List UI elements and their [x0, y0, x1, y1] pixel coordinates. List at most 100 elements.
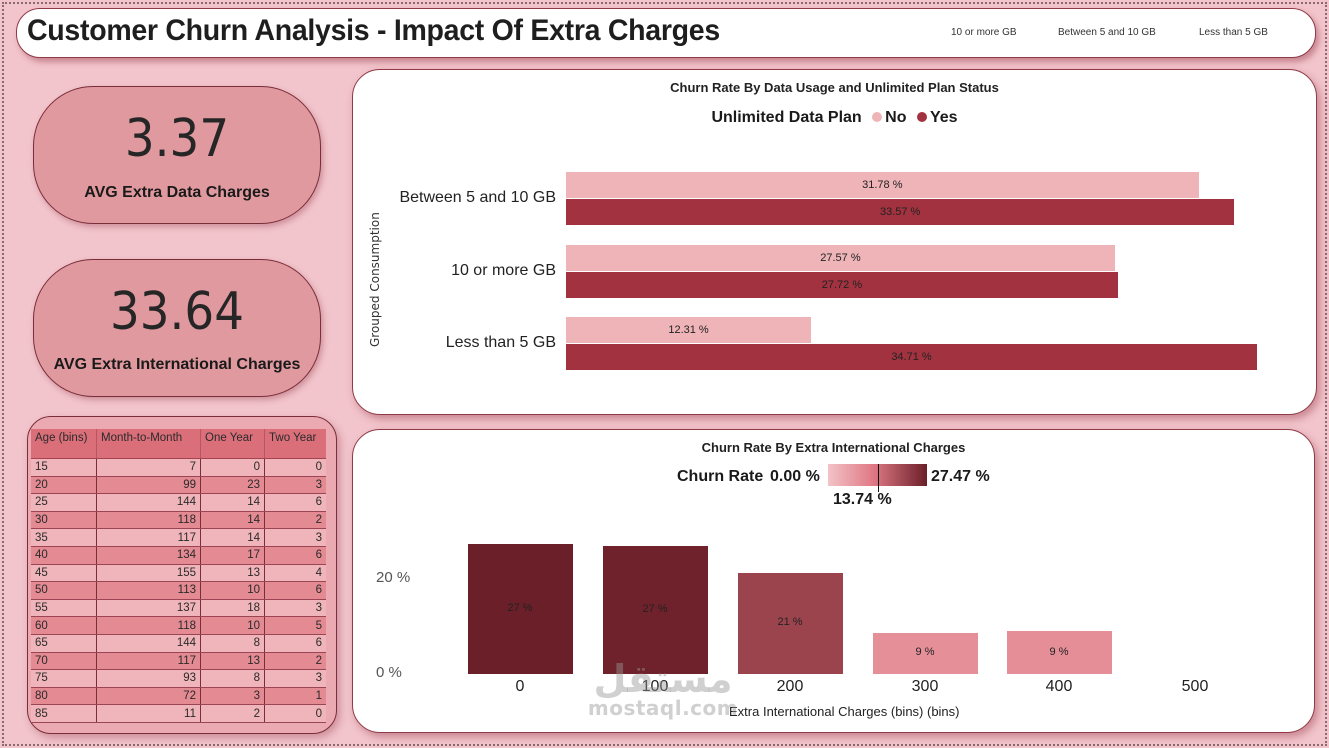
bar-no[interactable]: [566, 245, 1115, 271]
table-row[interactable]: 15 7 0 0: [31, 458, 326, 477]
title-bar: Customer Churn Analysis - Impact Of Extr…: [16, 8, 1316, 58]
table-row[interactable]: 45 155 13 4: [31, 564, 326, 583]
bar-yes[interactable]: [566, 199, 1235, 225]
cell-one-year: 3: [200, 687, 265, 706]
bar-yes[interactable]: [566, 344, 1257, 370]
cell-month-to-month: 7: [96, 458, 201, 477]
cell-age: 20: [31, 476, 97, 495]
chart-legend: Unlimited Data Plan No Yes: [353, 109, 1316, 127]
x-tick-label: 500: [1181, 678, 1209, 695]
cell-age: 40: [31, 546, 97, 565]
cell-age: 60: [31, 616, 97, 635]
x-tick-label: 400: [1045, 678, 1073, 695]
y-tick-label: 20 %: [376, 569, 411, 586]
churn-by-intl-charges-chart: Churn Rate By Extra International Charge…: [352, 429, 1315, 733]
cell-one-year: 18: [200, 599, 265, 618]
cell-month-to-month: 137: [96, 599, 201, 618]
column-header-month-to-month[interactable]: Month-to-Month: [96, 429, 201, 459]
table-row[interactable]: 20 99 23 3: [31, 476, 326, 495]
legend-max-label: 27.47 %: [931, 468, 990, 485]
cell-month-to-month: 72: [96, 687, 201, 706]
kpi-label: AVG Extra Data Charges: [84, 184, 270, 201]
chart-title: Churn Rate By Extra International Charge…: [701, 440, 966, 455]
cell-two-year: 0: [264, 704, 326, 723]
cell-one-year: 2: [200, 704, 265, 723]
table-row[interactable]: 25 144 14 6: [31, 493, 326, 512]
cell-month-to-month: 99: [96, 476, 201, 495]
cell-one-year: 13: [200, 652, 265, 671]
category-label: Between 5 and 10 GB: [399, 189, 556, 206]
table-row[interactable]: 75 93 8 3: [31, 669, 326, 688]
category-label: Less than 5 GB: [445, 334, 556, 351]
legend-mid-label: 13.74 %: [833, 491, 892, 508]
slicer-item-less-than-5-gb[interactable]: Less than 5 GB: [1199, 27, 1268, 38]
table-row[interactable]: 55 137 18 3: [31, 599, 326, 618]
table-row[interactable]: 65 144 8 6: [31, 634, 326, 653]
bar-no[interactable]: [566, 172, 1199, 198]
cell-month-to-month: 93: [96, 669, 201, 688]
cell-one-year: 14: [200, 528, 265, 547]
cell-two-year: 6: [264, 581, 326, 600]
legend-item-no[interactable]: No: [866, 109, 906, 126]
cell-month-to-month: 118: [96, 616, 201, 635]
cell-month-to-month: 144: [96, 634, 201, 653]
legend-label: No: [885, 109, 907, 126]
cell-two-year: 6: [264, 546, 326, 565]
table-row[interactable]: 85 11 2 0: [31, 704, 326, 723]
y-tick-label: 0 %: [376, 664, 402, 681]
cell-one-year: 23: [200, 476, 265, 495]
bar[interactable]: [737, 572, 843, 674]
cell-month-to-month: 144: [96, 493, 201, 512]
bar-no[interactable]: [566, 317, 812, 343]
cell-two-year: 6: [264, 634, 326, 653]
cell-age: 35: [31, 528, 97, 547]
bar-yes[interactable]: [566, 272, 1118, 298]
x-tick-label: 300: [911, 678, 939, 695]
table-row[interactable]: 60 118 10 5: [31, 616, 326, 635]
cell-month-to-month: 117: [96, 652, 201, 671]
cell-two-year: 4: [264, 564, 326, 583]
cell-age: 80: [31, 687, 97, 706]
cell-age: 45: [31, 564, 97, 583]
bar[interactable]: [602, 545, 708, 674]
kpi-value: 33.64: [110, 282, 244, 342]
kpi-card-avg-extra-international-charges: 33.64 AVG Extra International Charges: [33, 259, 321, 397]
cell-two-year: 3: [264, 476, 326, 495]
cell-age: 50: [31, 581, 97, 600]
bar[interactable]: [872, 632, 978, 674]
kpi-label: AVG Extra International Charges: [53, 356, 301, 373]
cell-age: 75: [31, 669, 97, 688]
slicer-item-10-or-more-gb[interactable]: 10 or more GB: [951, 27, 1017, 38]
cell-one-year: 13: [200, 564, 265, 583]
slicer-item-between-5-and-10-gb[interactable]: Between 5 and 10 GB: [1058, 27, 1156, 38]
column-header-age[interactable]: Age (bins): [31, 429, 97, 459]
chart-title: Churn Rate By Data Usage and Unlimited P…: [670, 80, 999, 95]
kpi-card-avg-extra-data-charges: 3.37 AVG Extra Data Charges: [33, 86, 321, 224]
cell-two-year: 2: [264, 652, 326, 671]
table-header-row: Age (bins) Month-to-Month One Year Two Y…: [31, 429, 326, 459]
table-row[interactable]: 30 118 14 2: [31, 511, 326, 530]
cell-age: 30: [31, 511, 97, 530]
column-header-two-year[interactable]: Two Year: [264, 429, 326, 459]
age-contract-table-card: Age (bins) Month-to-Month One Year Two Y…: [27, 416, 337, 734]
table-row[interactable]: 40 134 17 6: [31, 546, 326, 565]
table-row[interactable]: 35 117 14 3: [31, 528, 326, 547]
color-gradient-bar: [828, 464, 927, 486]
cell-two-year: 0: [264, 458, 326, 477]
age-contract-table: Age (bins) Month-to-Month One Year Two Y…: [31, 429, 326, 723]
legend-dot-icon: [916, 111, 927, 122]
cell-two-year: 3: [264, 599, 326, 618]
legend-dot-icon: [872, 111, 883, 122]
table-row[interactable]: 80 72 3 1: [31, 687, 326, 706]
legend-item-yes[interactable]: Yes: [911, 109, 958, 126]
cell-one-year: 14: [200, 493, 265, 512]
table-row[interactable]: 70 117 13 2: [31, 652, 326, 671]
legend-title: Unlimited Data Plan: [711, 109, 862, 126]
bar[interactable]: [1006, 631, 1112, 674]
cell-one-year: 8: [200, 669, 265, 688]
table-row[interactable]: 50 113 10 6: [31, 581, 326, 600]
cell-two-year: 1: [264, 687, 326, 706]
column-header-one-year[interactable]: One Year: [200, 429, 265, 459]
bar[interactable]: [467, 543, 573, 674]
legend-title: Churn Rate: [677, 468, 764, 485]
